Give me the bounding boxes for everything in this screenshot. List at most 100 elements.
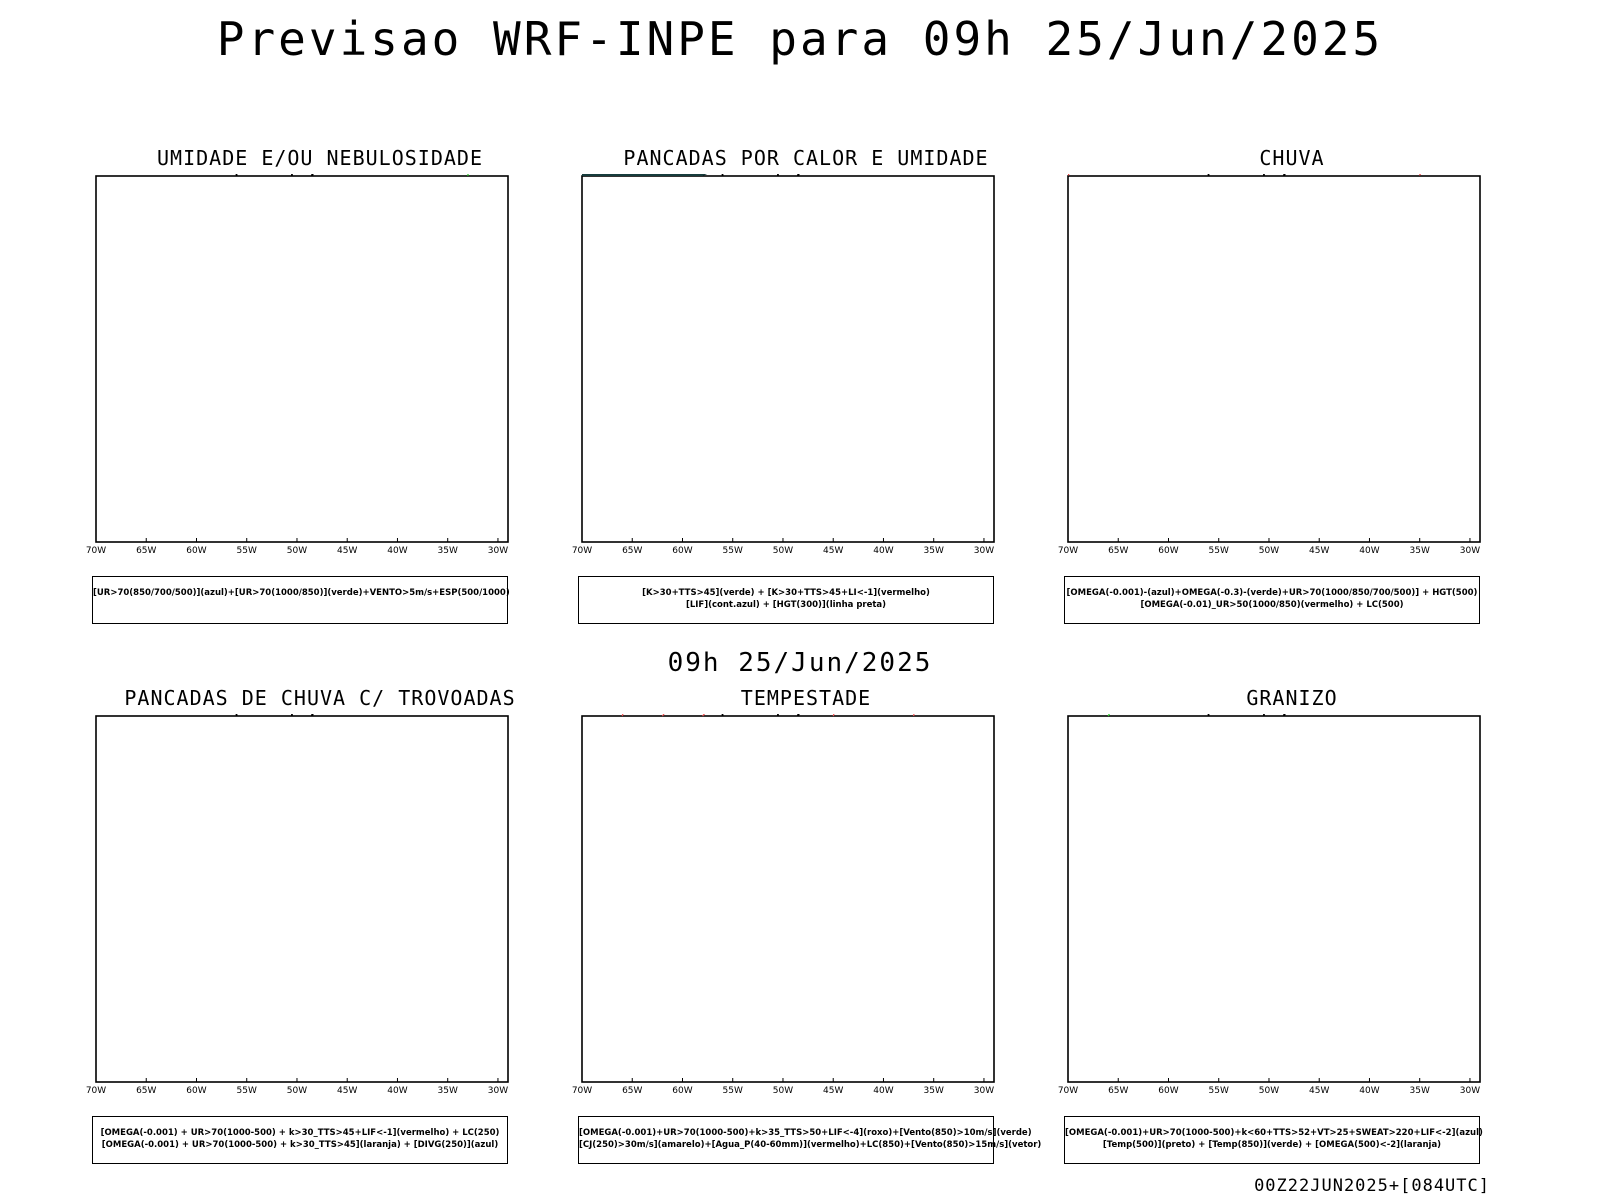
lon-tick-label: 55W bbox=[1209, 1086, 1229, 1096]
lon-tick-label: 30W bbox=[974, 546, 994, 556]
legend-line: [UR>70(850/700/500)](azul)+[UR>70(1000/8… bbox=[93, 588, 510, 598]
panel-legend: [K>30+TTS>45](verde) + [K>30+TTS>45+LI<-… bbox=[578, 576, 994, 624]
legend-line: [OMEGA(-0.001)+UR>70(1000-500)+k<60+TTS>… bbox=[1065, 1128, 1483, 1138]
lon-tick-label: 35W bbox=[1410, 1086, 1430, 1096]
lon-tick-label: 60W bbox=[1158, 1086, 1178, 1096]
lon-tick-label: 70W bbox=[572, 1086, 592, 1096]
legend-line: [CJ(250)>30m/s](amarelo)+[Agua_P(40-60mm… bbox=[579, 1140, 1042, 1150]
legend-line: [LIF](cont.azul) + [HGT(300)](linha pret… bbox=[685, 600, 887, 610]
lon-tick-label: 40W bbox=[1359, 1086, 1379, 1096]
panel-tempestade: TEMPESTADE 12S15S18S21S24S27S30S33S36S39… bbox=[556, 686, 1056, 1176]
rain-area-area bbox=[1419, 174, 1422, 176]
map-frame bbox=[95, 175, 509, 543]
panel-title: PANCADAS POR CALOR E UMIDADE bbox=[623, 146, 989, 170]
map-granizo: 12S15S18S21S24S27S30S33S36S39S42S70W65W6… bbox=[1058, 714, 1481, 1096]
panel-umidade: UMIDADE E/OU NEBULOSIDADE 12S15S18S21S24… bbox=[70, 146, 570, 636]
lon-tick-label: 65W bbox=[1108, 1086, 1128, 1096]
legend-line: [Temp(500)](preto) + [Temp(850)](verde) … bbox=[1102, 1140, 1442, 1150]
lon-tick-label: 50W bbox=[773, 546, 793, 556]
lon-tick-label: 35W bbox=[438, 1086, 458, 1096]
lon-tick-label: 40W bbox=[387, 546, 407, 556]
rain-area bbox=[1068, 174, 1422, 176]
panel-legend: [OMEGA(-0.001)+UR>70(1000-500)+k>35_TTS>… bbox=[578, 1116, 1042, 1164]
panel-legend: [OMEGA(-0.001)+UR>70(1000-500)+k<60+TTS>… bbox=[1064, 1116, 1483, 1164]
lon-tick-label: 45W bbox=[1309, 1086, 1329, 1096]
map-frame bbox=[95, 715, 509, 1083]
lon-tick-label: 45W bbox=[337, 546, 357, 556]
legend-line: [OMEGA(-0.01)_UR>50(1000/850)(vermelho) … bbox=[1140, 600, 1404, 610]
lon-tick-label: 65W bbox=[622, 546, 642, 556]
panel-legend: [OMEGA(-0.001) + UR>70(1000-500) + k>30_… bbox=[92, 1116, 508, 1164]
lon-tick-label: 70W bbox=[572, 546, 592, 556]
lon-tick-label: 45W bbox=[1309, 546, 1329, 556]
map-pancadas-calor: 12S15S18S21S24S27S30S33S36S39S42S70W65W6… bbox=[572, 174, 995, 556]
lon-tick-label: 70W bbox=[86, 546, 106, 556]
lon-tick-label: 35W bbox=[924, 1086, 944, 1096]
lon-tick-label: 40W bbox=[873, 546, 893, 556]
lon-tick-label: 70W bbox=[1058, 1086, 1078, 1096]
panel-legend: [UR>70(850/700/500)](azul)+[UR>70(1000/8… bbox=[92, 576, 510, 624]
lon-tick-label: 55W bbox=[723, 546, 743, 556]
lon-tick-label: 35W bbox=[924, 546, 944, 556]
lon-tick-label: 65W bbox=[136, 1086, 156, 1096]
lon-tick-label: 40W bbox=[1359, 546, 1379, 556]
lon-tick-label: 70W bbox=[1058, 546, 1078, 556]
map-chuva: 12S15S18S21S24S27S30S33S36S39S42S70W65W6… bbox=[1058, 174, 1481, 556]
instability-shade bbox=[582, 174, 708, 176]
lon-tick-label: 70W bbox=[86, 1086, 106, 1096]
lon-tick-label: 50W bbox=[1259, 546, 1279, 556]
lon-tick-label: 65W bbox=[622, 1086, 642, 1096]
legend-line: [OMEGA(-0.001)+UR>70(1000-500)+k>35_TTS>… bbox=[579, 1128, 1032, 1138]
lon-tick-label: 50W bbox=[773, 1086, 793, 1096]
lon-tick-label: 55W bbox=[1209, 546, 1229, 556]
panel-chuva: CHUVA 12S15S18S21S24S27S30S33S36S39S42S7… bbox=[1042, 146, 1542, 636]
legend-line: [OMEGA(-0.001) + UR>70(1000-500) + k>30_… bbox=[100, 1128, 500, 1138]
map-frame bbox=[1067, 175, 1481, 543]
lon-tick-label: 40W bbox=[873, 1086, 893, 1096]
panel-granizo: GRANIZO 12S15S18S21S24S27S30S33S36S39S42… bbox=[1042, 686, 1542, 1176]
lon-tick-label: 50W bbox=[287, 546, 307, 556]
map-frame bbox=[581, 175, 995, 543]
run-info: 00Z22JUN2025+[084UTC] bbox=[1254, 1176, 1490, 1196]
lon-tick-label: 60W bbox=[672, 546, 692, 556]
lon-tick-label: 30W bbox=[488, 1086, 508, 1096]
panel-legend: [OMEGA(-0.001)-(azul)+OMEGA(-0.3)-(verde… bbox=[1064, 576, 1480, 624]
panel-title: TEMPESTADE bbox=[740, 686, 872, 710]
lon-tick-label: 40W bbox=[387, 1086, 407, 1096]
legend-line: [OMEGA(-0.001) + UR>70(1000-500) + k>30_… bbox=[101, 1140, 499, 1150]
lon-tick-label: 30W bbox=[974, 1086, 994, 1096]
lon-tick-label: 35W bbox=[438, 546, 458, 556]
panel-trovoadas: PANCADAS DE CHUVA C/ TROVOADAS 12S15S18S… bbox=[70, 686, 570, 1176]
lon-tick-label: 45W bbox=[823, 1086, 843, 1096]
subtitle: 09h 25/Jun/2025 bbox=[667, 648, 933, 678]
map-umidade: 12S15S18S21S24S27S30S33S36S39S42S70W65W6… bbox=[86, 174, 509, 556]
lon-tick-label: 60W bbox=[672, 1086, 692, 1096]
lon-tick-label: 65W bbox=[1108, 546, 1128, 556]
main-title: Previsao WRF-INPE para 09h 25/Jun/2025 bbox=[216, 12, 1384, 66]
lon-tick-label: 45W bbox=[823, 546, 843, 556]
lon-tick-label: 50W bbox=[287, 1086, 307, 1096]
map-trovoadas: 12S15S18S21S24S27S30S33S36S39S42S70W65W6… bbox=[86, 714, 509, 1096]
legend-line: [K>30+TTS>45](verde) + [K>30+TTS>45+LI<-… bbox=[642, 588, 930, 598]
lon-tick-label: 65W bbox=[136, 546, 156, 556]
rain-area-area bbox=[1068, 174, 1070, 176]
lon-tick-label: 30W bbox=[488, 546, 508, 556]
lon-tick-label: 45W bbox=[337, 1086, 357, 1096]
lon-tick-label: 50W bbox=[1259, 1086, 1279, 1096]
instability-shade-area bbox=[582, 174, 708, 176]
panel-pancadas-calor: PANCADAS POR CALOR E UMIDADE 12S15S18S21… bbox=[556, 146, 1056, 636]
lon-tick-label: 60W bbox=[186, 1086, 206, 1096]
lon-tick-label: 60W bbox=[1158, 546, 1178, 556]
panel-title: GRANIZO bbox=[1246, 686, 1338, 710]
lon-tick-label: 35W bbox=[1410, 546, 1430, 556]
lon-tick-label: 30W bbox=[1460, 546, 1480, 556]
legend-line: [OMEGA(-0.001)-(azul)+OMEGA(-0.3)-(verde… bbox=[1066, 588, 1478, 598]
lon-tick-label: 55W bbox=[237, 546, 257, 556]
map-frame bbox=[581, 715, 995, 1083]
lon-tick-label: 55W bbox=[237, 1086, 257, 1096]
panel-title: CHUVA bbox=[1259, 146, 1325, 170]
lon-tick-label: 60W bbox=[186, 546, 206, 556]
panel-title: PANCADAS DE CHUVA C/ TROVOADAS bbox=[124, 686, 516, 710]
lon-tick-label: 30W bbox=[1460, 1086, 1480, 1096]
panel-title: UMIDADE E/OU NEBULOSIDADE bbox=[156, 146, 484, 170]
